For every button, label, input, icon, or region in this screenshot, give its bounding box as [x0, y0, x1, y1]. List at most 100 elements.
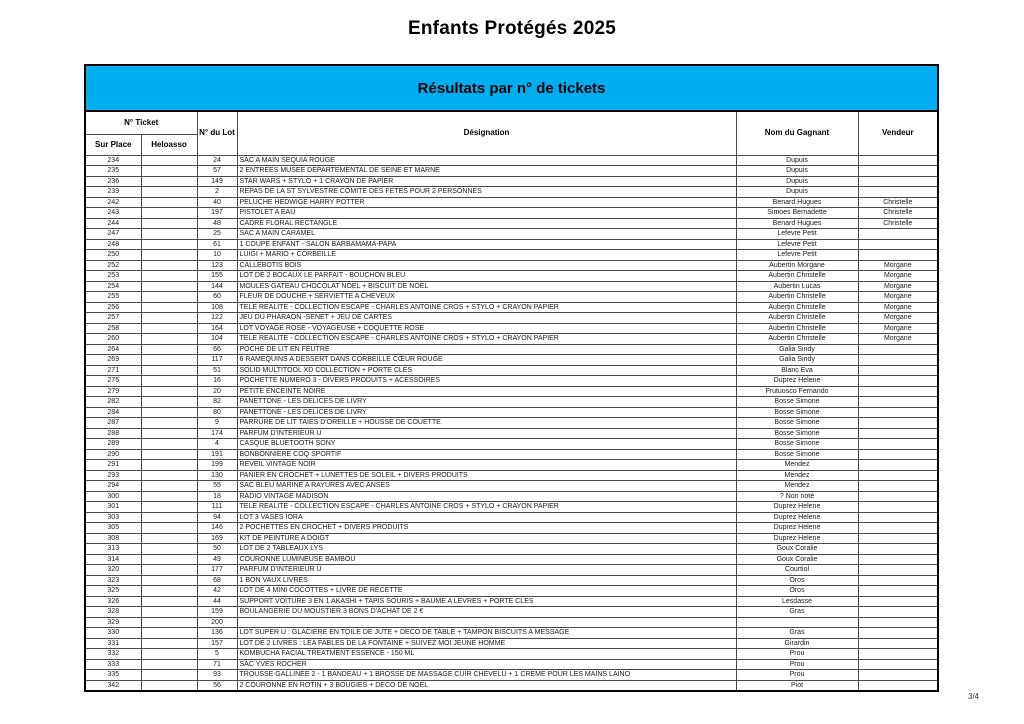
- cell-winner: Mendez: [735, 459, 859, 471]
- cell-vendor: [857, 501, 939, 513]
- cell-winner: Aubertin Lucas: [735, 280, 859, 292]
- cell-heloasso: [140, 595, 198, 607]
- cell-lot: 169: [196, 532, 238, 544]
- table-banner-title: Résultats par n° de tickets: [83, 64, 940, 112]
- cell-sur-place: 290: [84, 448, 142, 460]
- cell-designation: LOT DE 2 BOCAUX LE PARFAIT - BOUCHON BLE…: [236, 270, 737, 282]
- cell-vendor: Morgane: [857, 270, 939, 282]
- cell-winner: Lefevre Petit: [735, 249, 859, 261]
- cell-vendor: [857, 175, 939, 187]
- cell-lot: 130: [196, 469, 238, 481]
- cell-sur-place: 239: [84, 186, 142, 198]
- cell-sur-place: 256: [84, 301, 142, 313]
- cell-designation: PARRURE DE LIT TAIES D'OREILLE + HOUSSE …: [236, 417, 737, 429]
- cell-designation: PARFUM D'INTERIEUR U: [236, 427, 737, 439]
- cell-lot: 56: [196, 679, 238, 691]
- table-row: 303 94 LOT 3 VASES IORA Duprez Helene: [84, 511, 939, 523]
- col-header-winner: Nom du Gagnant: [735, 110, 859, 156]
- cell-vendor: Morgane: [857, 301, 939, 313]
- cell-vendor: [857, 396, 939, 408]
- cell-sur-place: 252: [84, 259, 142, 271]
- cell-vendor: [857, 564, 939, 576]
- cell-winner: Galia Sindy: [735, 343, 859, 355]
- cell-sur-place: 314: [84, 553, 142, 565]
- cell-lot: 44: [196, 595, 238, 607]
- cell-winner: Bosse Simone: [735, 396, 859, 408]
- col-header-vendor: Vendeur: [857, 110, 939, 156]
- cell-winner: Prou: [735, 648, 859, 660]
- table-row: 335 93 TROUSSE GALLINEE 2 - 1 BANDEAU + …: [84, 669, 939, 681]
- cell-heloasso: [140, 417, 198, 429]
- cell-vendor: [857, 627, 939, 639]
- cell-winner: Aubertin Christelle: [735, 270, 859, 282]
- cell-winner: Lefevre Petit: [735, 228, 859, 240]
- cell-designation: TELE REALITE - COLLECTION ESCAPE - CHARL…: [236, 333, 737, 345]
- cell-lot: 191: [196, 448, 238, 460]
- cell-lot: 197: [196, 207, 238, 219]
- cell-designation: 2 POCHETTES EN CROCHET + DIVERS PRODUITS: [236, 522, 737, 534]
- cell-heloasso: [140, 480, 198, 492]
- cell-sur-place: 300: [84, 490, 142, 502]
- cell-winner: Prou: [735, 669, 859, 681]
- cell-heloasso: [140, 679, 198, 691]
- cell-heloasso: [140, 385, 198, 397]
- cell-winner: Aubertin Christelle: [735, 322, 859, 334]
- table-row: 342 56 2 COURONNE EN ROTIN + 3 BOUGIES +…: [84, 679, 939, 691]
- cell-sur-place: 301: [84, 501, 142, 513]
- cell-sur-place: 329: [84, 616, 142, 628]
- table-row: 236 149 STAR WARS + STYLO + 1 CRAYON DE …: [84, 175, 939, 187]
- table-row: 326 44 SUPPORT VOITURE 3 EN 1 AKASHI + T…: [84, 595, 939, 607]
- cell-winner: Blanc Eva: [735, 364, 859, 376]
- cell-heloasso: [140, 448, 198, 460]
- table-row: 269 117 6 RAMEQUINS A DESSERT DANS CORBE…: [84, 354, 939, 366]
- table-row: 248 61 1 COUPE ENFANT - SALON BARBAMAMA-…: [84, 238, 939, 250]
- cell-designation: PANIER EN CROCHET + LUNETTES DE SOLEIL +…: [236, 469, 737, 481]
- cell-vendor: Christelle: [857, 207, 939, 219]
- cell-sur-place: 328: [84, 606, 142, 618]
- cell-designation: 6 RAMEQUINS A DESSERT DANS CORBEILLE CŒU…: [236, 354, 737, 366]
- cell-winner: Simoes Bernadette: [735, 207, 859, 219]
- cell-sur-place: 326: [84, 595, 142, 607]
- cell-sur-place: 250: [84, 249, 142, 261]
- cell-designation: SAC A MAIN SEQUIA ROUGE: [236, 154, 737, 166]
- table-row: 313 50 LOT DE 2 TABLEAUX LYS Goux Corali…: [84, 543, 939, 555]
- cell-lot: 9: [196, 417, 238, 429]
- cell-vendor: [857, 669, 939, 681]
- cell-heloasso: [140, 280, 198, 292]
- cell-sur-place: 235: [84, 165, 142, 177]
- cell-vendor: [857, 375, 939, 387]
- table-row: 279 20 PETITE ENCEINTE NOIRE Frutuosco F…: [84, 385, 939, 397]
- cell-vendor: [857, 228, 939, 240]
- cell-winner: Duprez Helene: [735, 532, 859, 544]
- table-row: 323 68 1 BON VAUX LIVRES Oros: [84, 574, 939, 586]
- cell-lot: 199: [196, 459, 238, 471]
- cell-vendor: Morgane: [857, 333, 939, 345]
- cell-sur-place: 342: [84, 679, 142, 691]
- cell-sur-place: 242: [84, 196, 142, 208]
- cell-heloasso: [140, 165, 198, 177]
- table-row: 314 49 COURONNE LUMINEUSE BAMBOU Goux Co…: [84, 553, 939, 565]
- table-row: 288 174 PARFUM D'INTERIEUR U Bosse Simon…: [84, 427, 939, 439]
- cell-designation: LOT SUPER U : GLACIERE EN TOILE DE JUTE …: [236, 627, 737, 639]
- cell-winner: Aubertin Morgane: [735, 259, 859, 271]
- cell-heloasso: [140, 532, 198, 544]
- table-row: 256 108 TELE REALITE - COLLECTION ESCAPE…: [84, 301, 939, 313]
- cell-vendor: [857, 532, 939, 544]
- cell-winner: Duprez Helene: [735, 501, 859, 513]
- cell-lot: 117: [196, 354, 238, 366]
- cell-heloasso: [140, 270, 198, 282]
- cell-heloasso: [140, 606, 198, 618]
- cell-designation: LOT 3 VASES IORA: [236, 511, 737, 523]
- cell-lot: 104: [196, 333, 238, 345]
- header-row-sub: Sur Place Heloasso: [84, 133, 938, 156]
- cell-vendor: Christelle: [857, 196, 939, 208]
- cell-heloasso: [140, 574, 198, 586]
- table-row: 264 66 POCHE DE LIT EN FEUTRE Galia Sind…: [84, 343, 939, 355]
- cell-vendor: [857, 679, 939, 691]
- cell-lot: 40: [196, 196, 238, 208]
- cell-heloasso: [140, 459, 198, 471]
- cell-designation: STAR WARS + STYLO + 1 CRAYON DE PAPIER: [236, 175, 737, 187]
- table-row: 260 104 TELE REALITE - COLLECTION ESCAPE…: [84, 333, 939, 345]
- cell-heloasso: [140, 333, 198, 345]
- cell-lot: 122: [196, 312, 238, 324]
